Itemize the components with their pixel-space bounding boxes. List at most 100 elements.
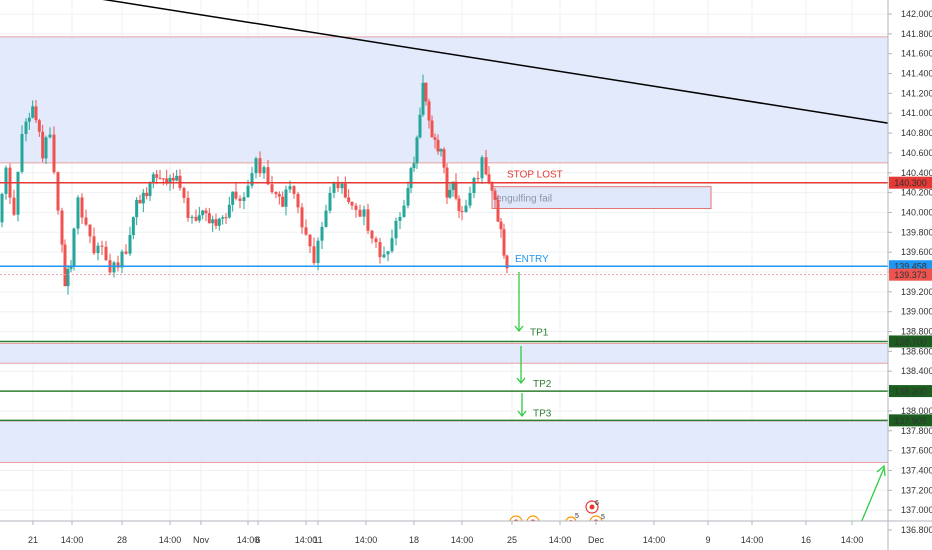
candle-body[interactable] xyxy=(60,210,64,245)
candle-body[interactable] xyxy=(304,227,308,235)
candle-body[interactable] xyxy=(242,197,246,201)
candle-body[interactable] xyxy=(382,254,386,258)
candle-body[interactable] xyxy=(480,157,484,179)
price-tag-current[interactable] xyxy=(889,268,932,281)
candle-body[interactable] xyxy=(468,192,472,206)
candle-body[interactable] xyxy=(190,216,194,218)
candle-body[interactable] xyxy=(436,139,440,152)
candle-body[interactable] xyxy=(168,177,172,184)
candle-body[interactable] xyxy=(120,251,124,268)
trendline[interactable] xyxy=(70,0,889,124)
candle-body[interactable] xyxy=(378,242,382,258)
candle-body[interactable] xyxy=(100,245,104,247)
candle-body[interactable] xyxy=(224,217,228,219)
candle-body[interactable] xyxy=(254,158,258,174)
price-tag-tp1[interactable] xyxy=(889,335,932,348)
candle-body[interactable] xyxy=(151,174,155,183)
candle-body[interactable] xyxy=(165,178,169,184)
candle-body[interactable] xyxy=(41,131,45,159)
candle-body[interactable] xyxy=(175,175,179,181)
candle-body[interactable] xyxy=(141,192,145,204)
candle-body[interactable] xyxy=(138,199,142,204)
price-tag-tp3[interactable] xyxy=(889,414,932,427)
candle-body[interactable] xyxy=(266,167,270,185)
candle-body[interactable] xyxy=(350,201,354,206)
candle-body[interactable] xyxy=(234,191,238,199)
candle-body[interactable] xyxy=(227,204,231,218)
candle-body[interactable] xyxy=(20,134,24,172)
candle-body[interactable] xyxy=(454,181,458,199)
candle-body[interactable] xyxy=(204,210,208,214)
supply-demand-zone[interactable] xyxy=(0,420,888,463)
candle-body[interactable] xyxy=(406,188,410,206)
candle-body[interactable] xyxy=(112,262,116,273)
candle-body[interactable] xyxy=(409,168,413,189)
candle-body[interactable] xyxy=(402,205,406,217)
candle-body[interactable] xyxy=(370,230,374,239)
candle-body[interactable] xyxy=(27,117,31,122)
candle-body[interactable] xyxy=(4,167,8,194)
candle-body[interactable] xyxy=(421,82,425,115)
candle-body[interactable] xyxy=(231,191,235,205)
candle-body[interactable] xyxy=(201,210,205,216)
candle-body[interactable] xyxy=(505,255,509,269)
candle-body[interactable] xyxy=(88,224,92,237)
candle-body[interactable] xyxy=(292,186,296,194)
candle-body[interactable] xyxy=(424,82,428,102)
price-tag-tp2[interactable] xyxy=(889,385,932,398)
candle-body[interactable] xyxy=(258,158,262,174)
candle-body[interactable] xyxy=(135,199,139,218)
candle-body[interactable] xyxy=(451,181,455,190)
candle-body[interactable] xyxy=(472,178,476,193)
candle-body[interactable] xyxy=(366,209,370,231)
candle-body[interactable] xyxy=(496,199,500,222)
candle-body[interactable] xyxy=(24,121,28,135)
candle-body[interactable] xyxy=(427,101,431,121)
candle-body[interactable] xyxy=(63,244,67,287)
candle-body[interactable] xyxy=(457,198,461,211)
candle-body[interactable] xyxy=(131,217,135,236)
candle-body[interactable] xyxy=(211,219,215,224)
candle-body[interactable] xyxy=(274,192,278,195)
candle-body[interactable] xyxy=(148,182,152,197)
candle-body[interactable] xyxy=(48,134,52,138)
candle-body[interactable] xyxy=(197,215,201,221)
candle-body[interactable] xyxy=(178,175,182,189)
candle-body[interactable] xyxy=(296,193,300,208)
candle-body[interactable] xyxy=(328,192,332,211)
candle-body[interactable] xyxy=(390,238,394,252)
candle-body[interactable] xyxy=(324,210,328,227)
candle-body[interactable] xyxy=(502,229,506,256)
candle-body[interactable] xyxy=(161,178,165,180)
candle-body[interactable] xyxy=(171,177,175,181)
candle-body[interactable] xyxy=(332,183,336,193)
price-tag-stop[interactable] xyxy=(889,176,932,189)
arrow-up[interactable] xyxy=(857,467,885,531)
candle-body[interactable] xyxy=(34,106,38,121)
candle-body[interactable] xyxy=(448,189,452,198)
candle-body[interactable] xyxy=(487,174,491,183)
candle-body[interactable] xyxy=(158,177,162,179)
candle-body[interactable] xyxy=(354,205,358,210)
candle-body[interactable] xyxy=(84,217,88,225)
candle-body[interactable] xyxy=(374,238,378,243)
candle-body[interactable] xyxy=(412,163,416,169)
candle-body[interactable] xyxy=(415,137,419,164)
candle-body[interactable] xyxy=(499,221,503,230)
candle-body[interactable] xyxy=(155,174,159,178)
candle-body[interactable] xyxy=(493,190,497,200)
candle-body[interactable] xyxy=(288,186,292,190)
candle-body[interactable] xyxy=(340,183,344,189)
candle-body[interactable] xyxy=(76,197,80,229)
candle-body[interactable] xyxy=(362,209,366,217)
candle-body[interactable] xyxy=(430,120,434,138)
candle-body[interactable] xyxy=(312,246,316,264)
candle-body[interactable] xyxy=(308,234,312,247)
candle-body[interactable] xyxy=(128,235,132,254)
candle-body[interactable] xyxy=(217,218,221,226)
candle-body[interactable] xyxy=(69,265,73,269)
candle-body[interactable] xyxy=(284,189,288,207)
candle-body[interactable] xyxy=(31,106,35,118)
candle-body[interactable] xyxy=(433,137,437,140)
supply-demand-zone[interactable] xyxy=(0,36,888,163)
